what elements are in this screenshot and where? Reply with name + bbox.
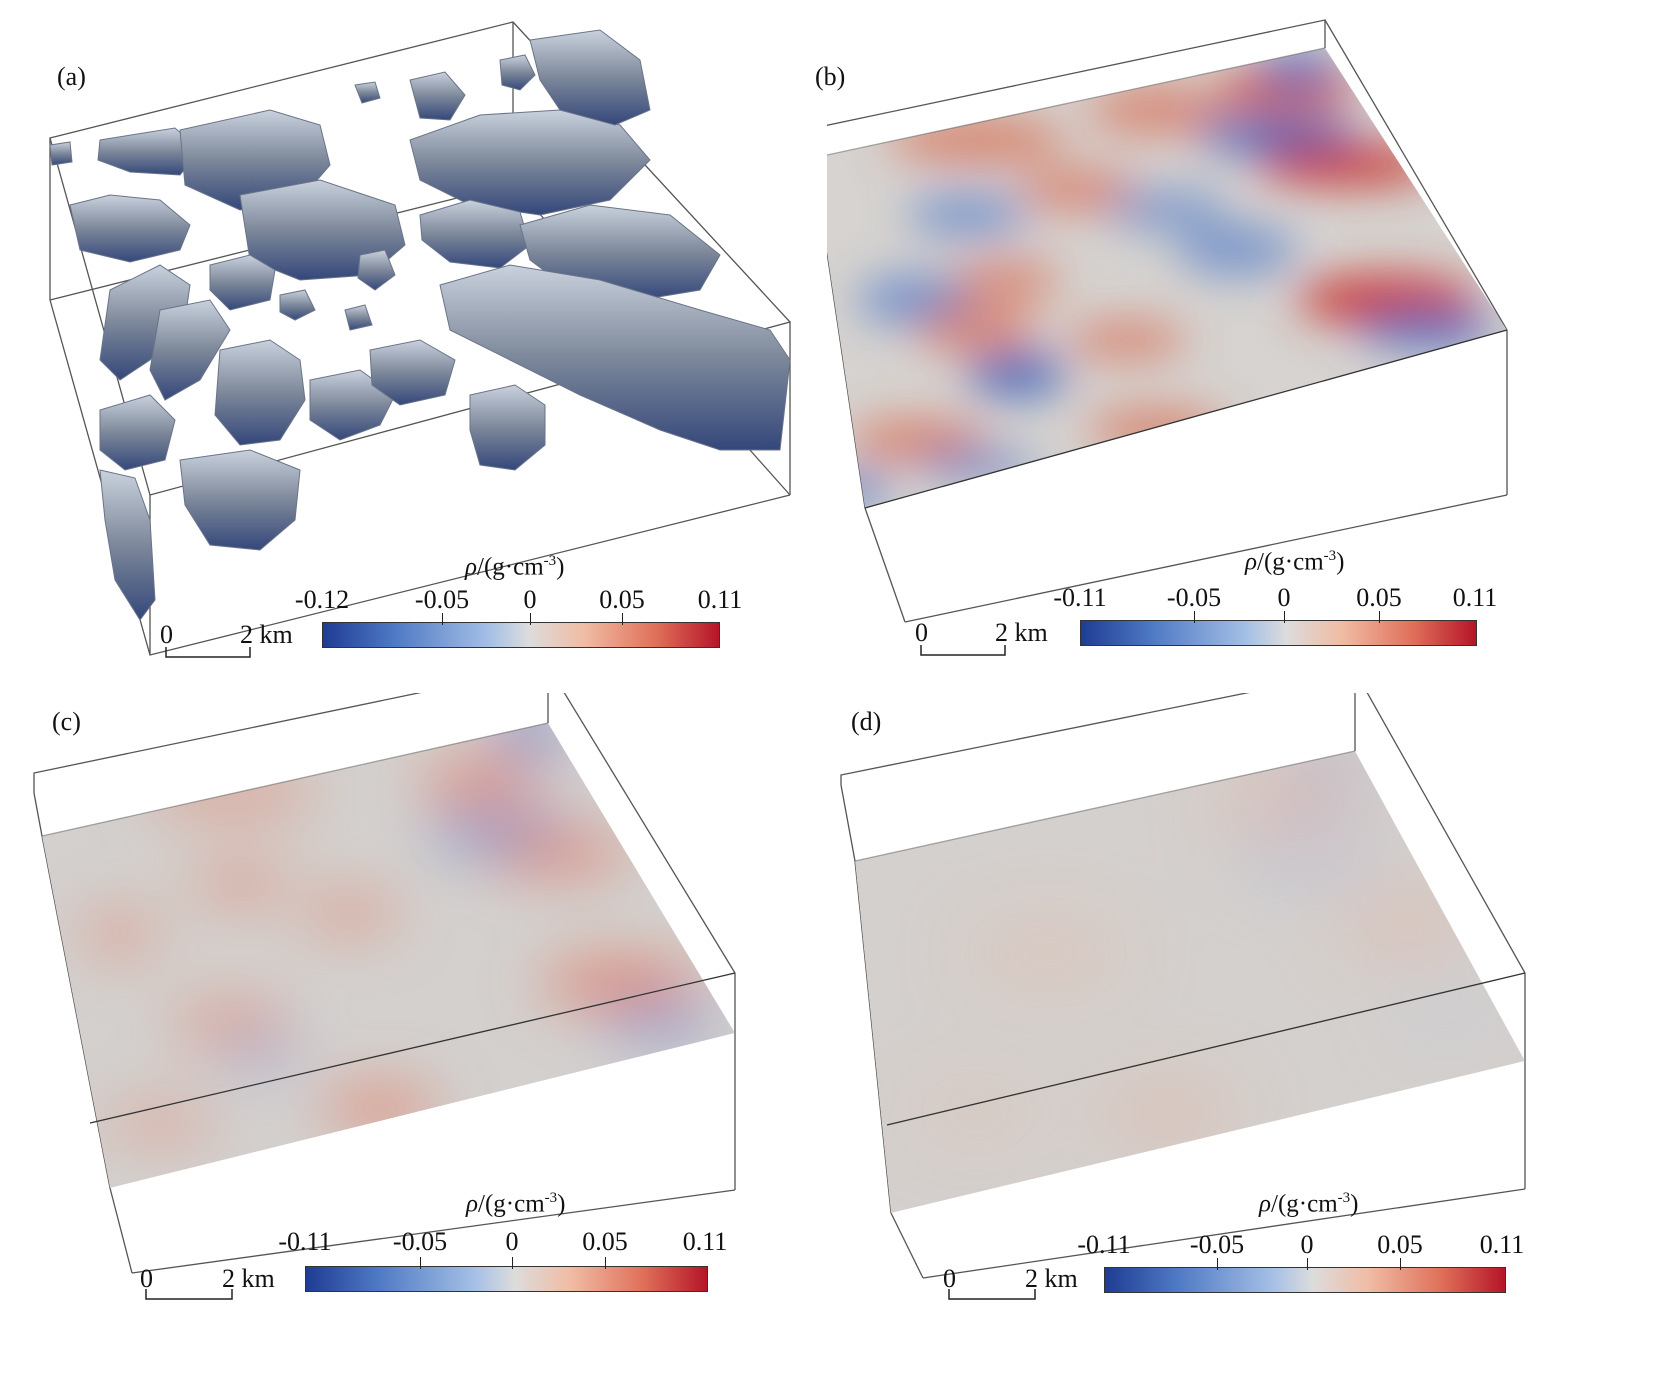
scale-bar [920,645,1006,656]
colorbar-tick [530,613,531,625]
body [69,194,191,263]
density-bodies [49,29,791,621]
bounding-box [827,19,1508,623]
panel-label: (d) [851,707,882,736]
panel-label: (b) [815,62,846,91]
colorbar-tick-label: 0.11 [682,1227,728,1256]
colorbar-tick [1284,611,1285,623]
colorbar-tick [605,1257,606,1269]
panel-a: (a) ρ/(g·cm-3) -0.12 -0.05 0 0.05 0.11 0… [0,0,827,693]
body [369,339,456,406]
colorbar-tick-label: 0 [1277,583,1291,612]
body [529,29,651,126]
body [279,289,316,321]
colorbar-tick [442,613,443,625]
colorbar-tick-label: 0.11 [1452,583,1498,612]
colorbar-tick-label: -0.11 [1053,583,1107,612]
body [409,71,466,121]
colorbar-tick-label: 0 [505,1227,519,1256]
panel-label: (c) [52,707,81,736]
colorbar-tick-label: 0.05 [582,1227,628,1256]
colorbar-tick-label: -0.12 [294,585,350,614]
colorbar-tick [1217,1258,1218,1270]
colorbar-tick-label: -0.11 [278,1227,332,1256]
panel-label: (a) [57,62,86,91]
panel-c-density-slice [33,693,736,1274]
colorbar-tick [1194,611,1195,623]
scale-bar-length: 2 km [222,1264,275,1293]
scale-bar-zero: 0 [915,618,928,647]
colorbar-tick-label: 0 [1300,1230,1314,1259]
scale-bar [145,1289,233,1300]
body [469,384,546,471]
scale-bar-zero: 0 [943,1264,956,1293]
density-field [42,723,735,1188]
body [309,369,396,441]
panel-b: (b) ρ/(g·cm-3) -0.11 -0.05 0 0.05 0.11 0… [815,0,1654,693]
body [409,109,651,216]
scale-bar [165,647,251,658]
body [354,81,381,104]
colorbar-title: ρ/(g·cm-3) [465,553,565,581]
colorbar-tick-label: -0.05 [392,1227,448,1256]
colorbar-tick-label: -0.11 [1077,1230,1131,1259]
colorbar-tick [1307,1258,1308,1270]
panel-d-density-slice [840,693,1526,1279]
bounding-box [840,693,1526,1279]
colorbar-title: ρ/(g·cm-3) [1245,548,1345,576]
density-field [827,48,1507,508]
body [357,249,396,291]
panel-a-3d-block-model [49,21,792,656]
colorbar-title: ρ/(g·cm-3) [466,1190,566,1218]
panel-d: (d) ρ/(g·cm-3) -0.11 -0.05 0 0.05 0.11 0… [827,693,1654,1386]
panel-b-density-slice [827,19,1508,623]
body [419,199,531,269]
colorbar-tick [512,1257,513,1269]
scale-bar-length: 2 km [240,620,293,649]
colorbar-tick-label: -0.05 [1189,1230,1245,1259]
scale-bar-length: 2 km [1025,1264,1078,1293]
scale-bar-zero: 0 [140,1264,153,1293]
colorbar-tick-label: 0.05 [1377,1230,1423,1259]
colorbar-tick [420,1257,421,1269]
colorbar-tick-label: 0 [523,585,537,614]
body [209,254,276,311]
colorbar-tick-label: 0.05 [599,585,645,614]
body [179,449,301,551]
body [499,54,536,91]
colorbar-tick [622,613,623,625]
bounding-box [33,693,736,1274]
colorbar [322,622,720,648]
body [49,141,73,166]
colorbar-tick-label: -0.05 [1166,583,1222,612]
colorbar [305,1266,708,1292]
body [99,394,176,471]
scale-bar [948,1289,1036,1300]
body [439,264,791,451]
scale-bar-length: 2 km [995,618,1048,647]
colorbar-tick [1379,611,1380,623]
body [344,304,373,331]
colorbar-tick-label: 0.11 [1479,1230,1525,1259]
panel-c: (c) ρ/(g·cm-3) -0.11 -0.05 0 0.05 0.11 0… [0,693,827,1386]
body [99,469,156,621]
body [149,299,231,401]
colorbar [1104,1267,1506,1293]
colorbar [1080,620,1477,646]
body [214,339,306,446]
colorbar-tick-label: -0.05 [414,585,470,614]
colorbar-tick-label: 0.11 [697,585,743,614]
colorbar-title: ρ/(g·cm-3) [1259,1190,1359,1218]
colorbar-tick [1400,1258,1401,1270]
scale-bar-zero: 0 [160,620,173,649]
density-field [855,751,1525,1213]
colorbar-tick-label: 0.05 [1356,583,1402,612]
body [97,127,201,176]
